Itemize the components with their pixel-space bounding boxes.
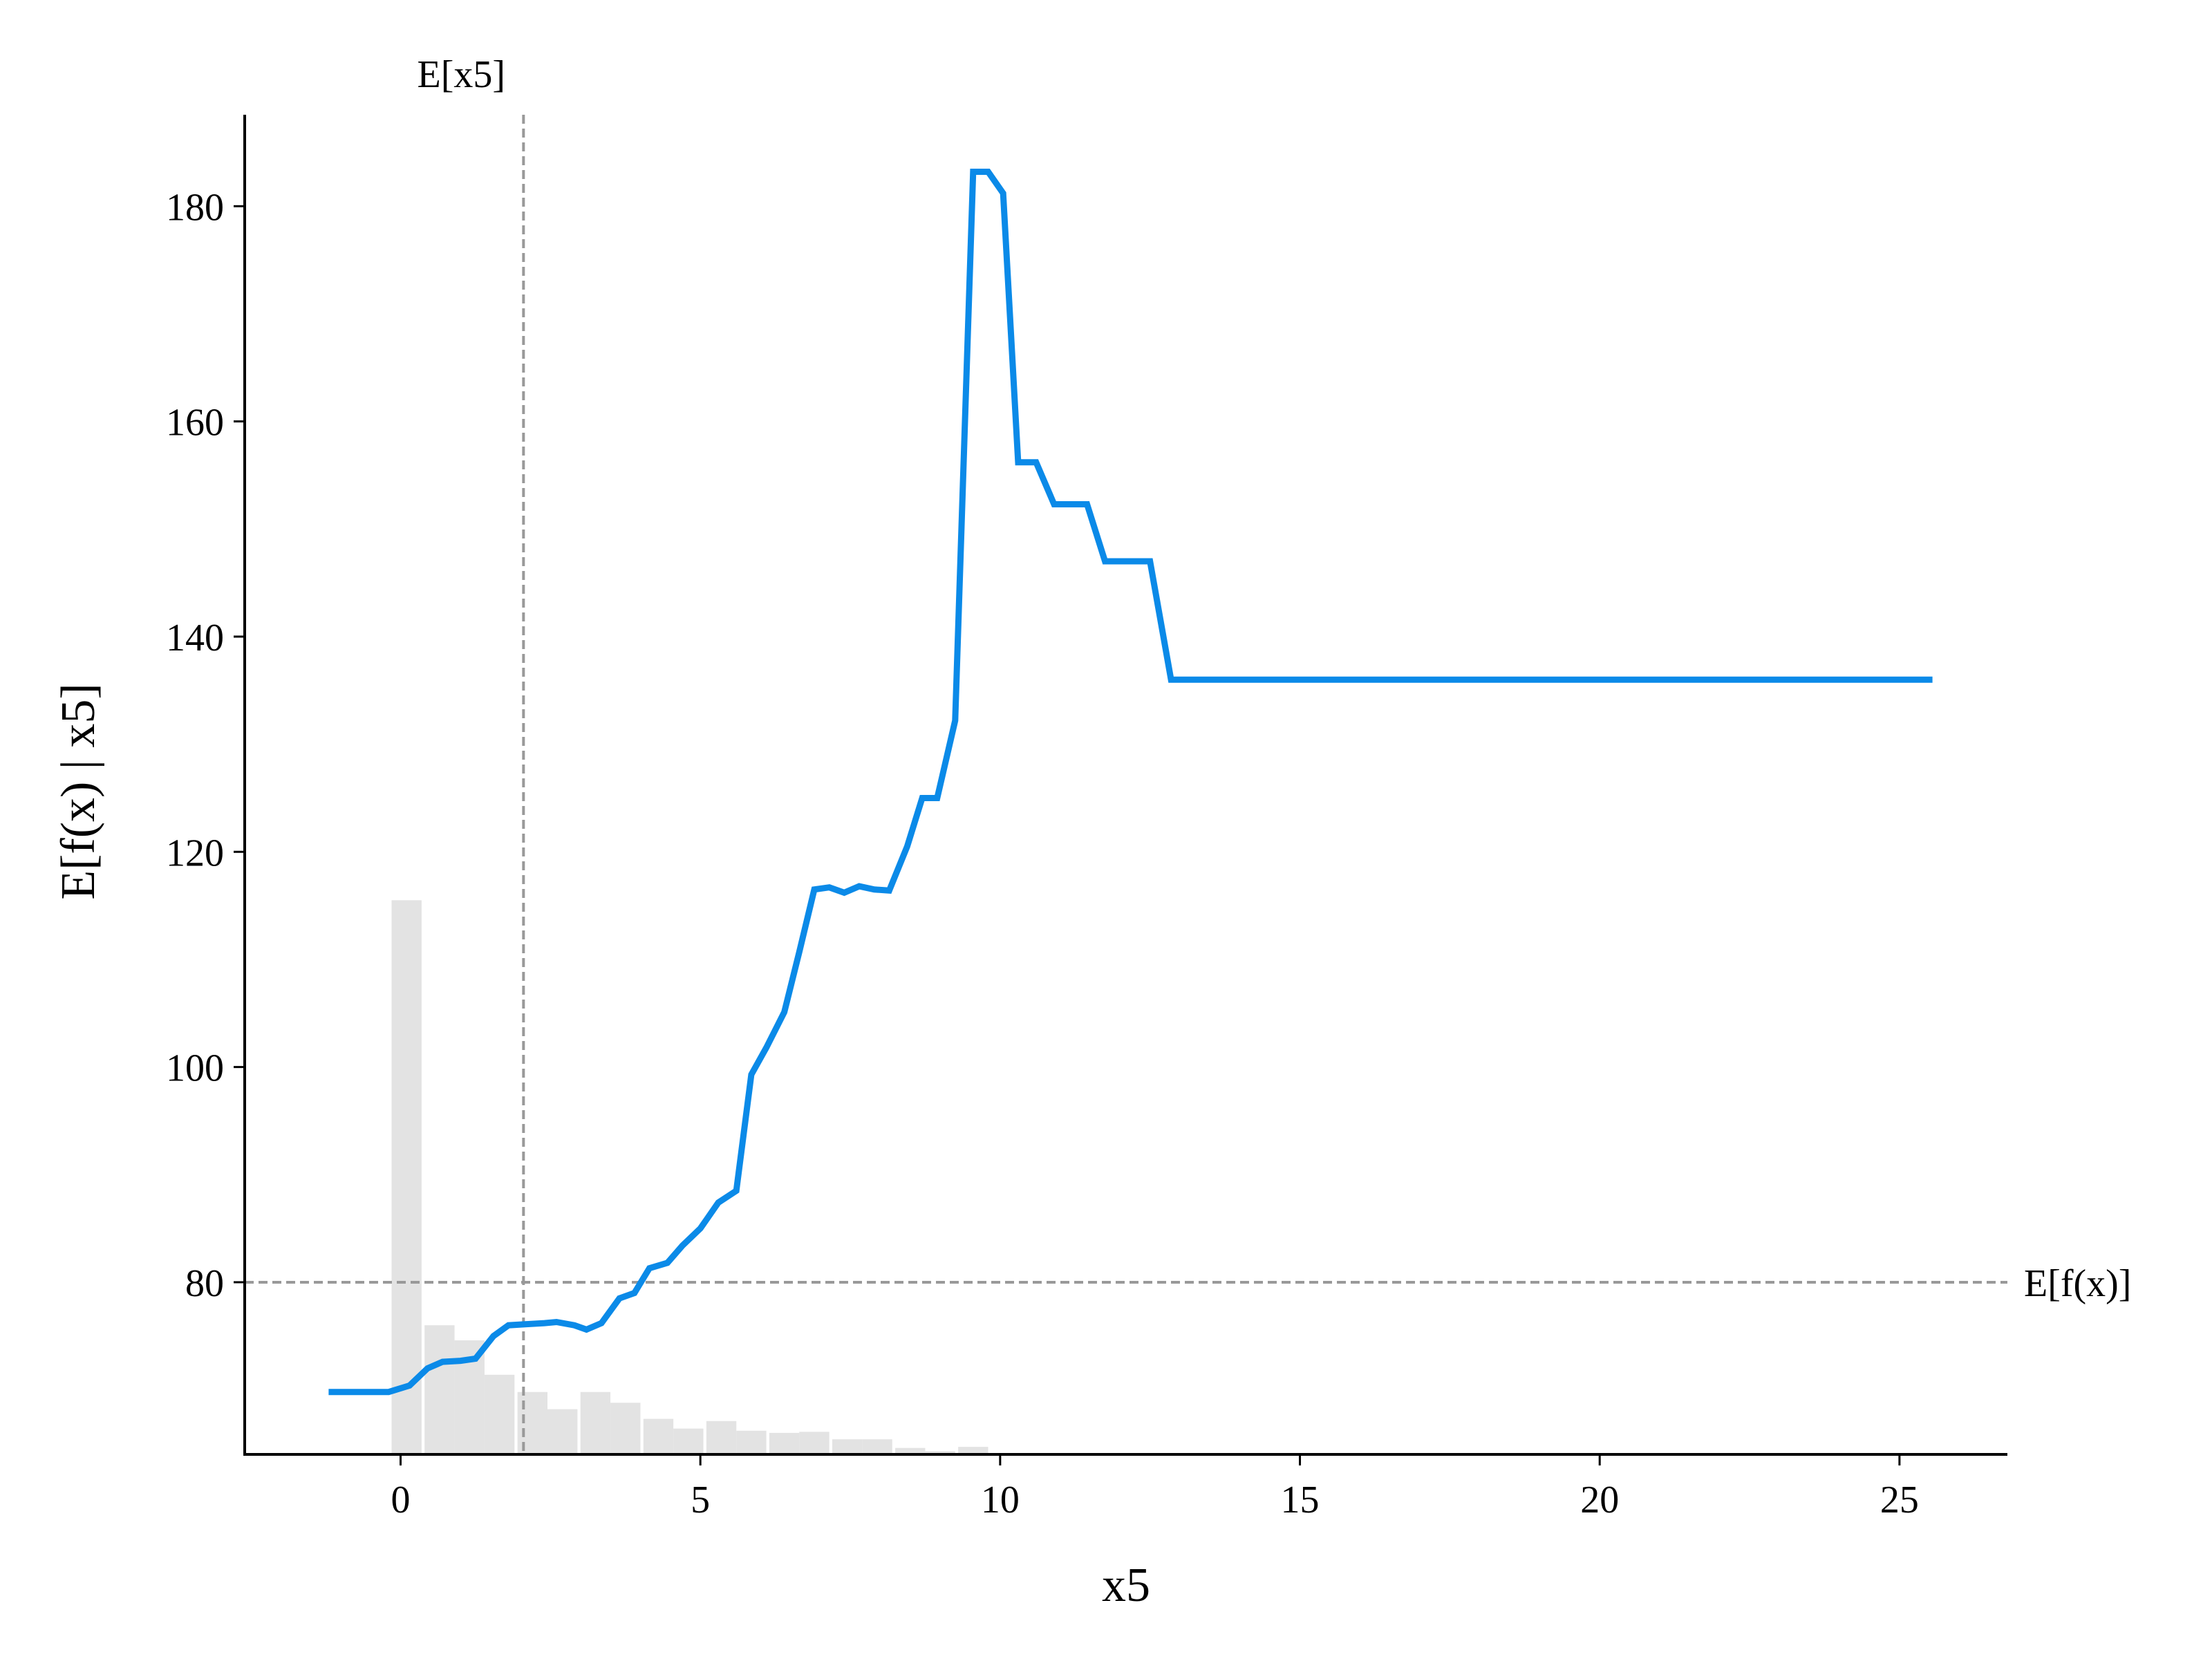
axes bbox=[243, 115, 2007, 1456]
x-tick-label: 0 bbox=[391, 1479, 411, 1521]
histogram-bar bbox=[643, 1418, 674, 1454]
x-tick-label: 15 bbox=[1281, 1479, 1320, 1521]
y-axis-title: E[f(x) | x5] bbox=[52, 683, 105, 899]
y-tick-label: 100 bbox=[166, 1047, 224, 1090]
histogram-bar bbox=[673, 1428, 704, 1454]
histogram-bar bbox=[580, 1391, 611, 1454]
histogram-bar bbox=[517, 1391, 548, 1454]
expected-x5-label: E[x5] bbox=[418, 53, 506, 96]
histogram-bar bbox=[769, 1432, 800, 1454]
series-line bbox=[328, 169, 1933, 1396]
histogram bbox=[391, 900, 988, 1454]
histogram-bar bbox=[391, 900, 422, 1454]
series-layer bbox=[328, 169, 1933, 1396]
y-tick-label: 180 bbox=[166, 186, 224, 229]
histogram-bar bbox=[736, 1430, 767, 1454]
histogram-bar bbox=[547, 1409, 578, 1454]
x-tick-label: 10 bbox=[981, 1479, 1020, 1521]
histogram-bar bbox=[832, 1439, 863, 1454]
y-tick-label: 140 bbox=[166, 617, 224, 659]
y-tick-label: 160 bbox=[166, 402, 224, 444]
histogram-bar bbox=[799, 1432, 830, 1454]
ticks: 0 5 10 15 20 25 80 100 120 140 160 180 bbox=[166, 186, 1919, 1521]
y-tick-label: 120 bbox=[166, 832, 224, 874]
histogram-bar bbox=[424, 1325, 455, 1454]
histogram-bar bbox=[862, 1439, 892, 1454]
histogram-bar bbox=[610, 1403, 641, 1454]
histogram-bar bbox=[484, 1374, 515, 1454]
x-tick-label: 20 bbox=[1580, 1479, 1619, 1521]
histogram-bar bbox=[925, 1451, 955, 1454]
histogram-bar bbox=[895, 1447, 926, 1454]
x-tick-label: 5 bbox=[691, 1479, 710, 1521]
reference-lines: E[x5] E[f(x)] bbox=[245, 53, 2131, 1454]
x-axis-title: x5 bbox=[1102, 1559, 1150, 1612]
expected-fx-label: E[f(x)] bbox=[2024, 1262, 2131, 1305]
y-tick-label: 80 bbox=[185, 1262, 224, 1305]
histogram-bar bbox=[706, 1421, 737, 1454]
histogram-bar bbox=[958, 1447, 988, 1454]
x-tick-label: 25 bbox=[1880, 1479, 1919, 1521]
